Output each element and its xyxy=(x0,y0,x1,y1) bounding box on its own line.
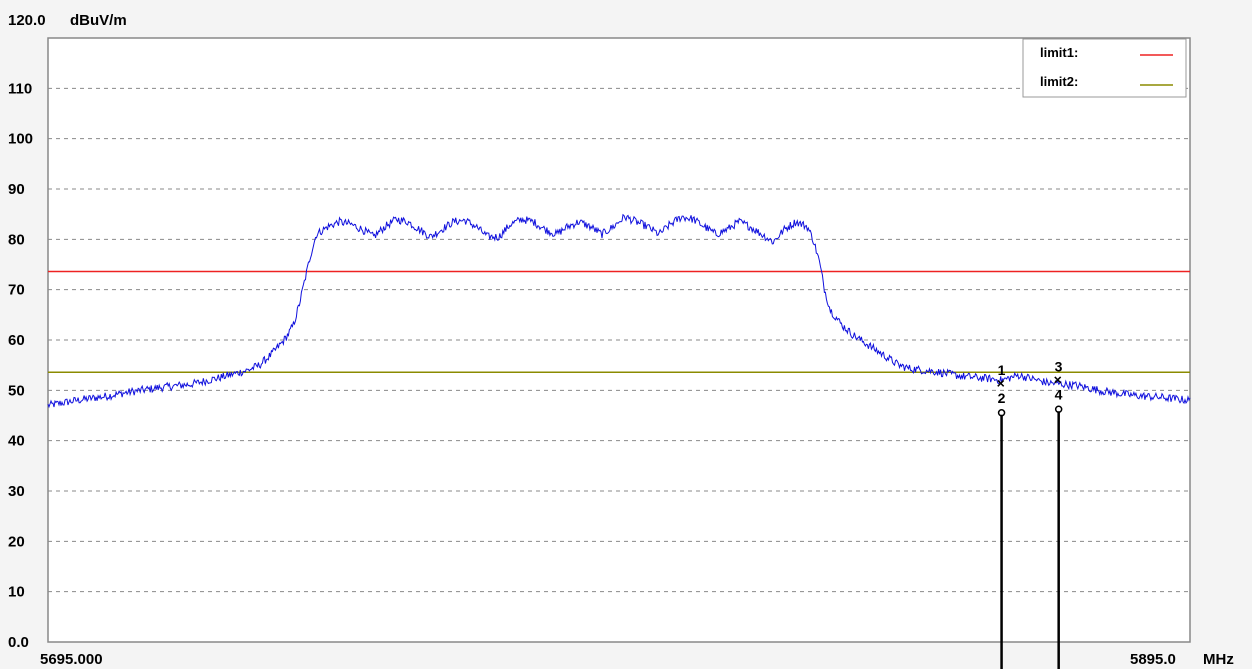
y-tick-label: 80 xyxy=(8,231,25,248)
series-line xyxy=(47,213,1191,409)
y-tick-label: 10 xyxy=(8,584,25,601)
y-tick-label: 100 xyxy=(8,131,33,148)
y-tick-label: 60 xyxy=(8,332,25,349)
legend-limit2-label: limit2: xyxy=(1040,74,1078,89)
y-tick-label: 110 xyxy=(8,80,32,97)
y-tick-label: 70 xyxy=(8,282,25,299)
x-axis-end-label: 5895.0 xyxy=(1130,651,1176,668)
marker-2-circle xyxy=(1054,405,1063,414)
x-axis-unit: MHz xyxy=(1203,651,1234,668)
marker-2-cross: × xyxy=(1054,371,1062,387)
limit-lines xyxy=(48,270,1190,373)
markers: ×12×34 xyxy=(997,358,1063,669)
y-tick-label: 20 xyxy=(8,533,25,550)
y-tick-labels: 110 100 90 80 70 60 50 40 30 20 10 0.0 xyxy=(8,80,33,651)
y-tick-label: 50 xyxy=(8,382,25,399)
marker-1-bottom-label: 2 xyxy=(998,390,1006,406)
y-tick-label: 90 xyxy=(8,181,25,198)
marker-1-circle xyxy=(997,409,1006,417)
y-tick-label: 0.0 xyxy=(8,634,29,651)
legend-limit1-label: limit1: xyxy=(1040,45,1078,60)
marker-1-top-label: 1 xyxy=(998,362,1006,378)
grid-lines xyxy=(48,87,1190,593)
legend: limit1: limit2: xyxy=(1022,38,1187,98)
y-tick-label: 30 xyxy=(8,483,25,500)
y-tick-label: 40 xyxy=(8,433,25,450)
series-layer xyxy=(47,213,1191,409)
legend-box xyxy=(1022,38,1187,98)
marker-1-cross: × xyxy=(997,375,1005,391)
x-axis-start-label: 5695.000 xyxy=(40,651,103,668)
marker-2-top-label: 3 xyxy=(1055,358,1063,374)
marker-2-bottom-label: 4 xyxy=(1055,386,1063,402)
y-axis-max-label: 120.0 xyxy=(8,12,46,29)
y-axis-unit: dBuV/m xyxy=(70,12,127,29)
